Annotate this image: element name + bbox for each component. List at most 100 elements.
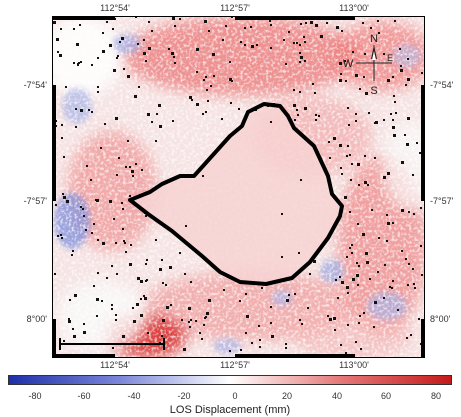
no-data-pixel [355, 341, 357, 343]
no-data-pixel [201, 338, 203, 340]
no-data-pixel [145, 60, 147, 62]
lat-label-right-3: 8°00' [430, 314, 451, 324]
no-data-pixel [96, 199, 99, 202]
no-data-pixel [189, 96, 192, 99]
no-data-pixel [364, 181, 367, 184]
no-data-pixel [357, 163, 360, 166]
no-data-pixel [172, 17, 175, 20]
no-data-pixel [250, 26, 252, 28]
no-data-pixel [97, 86, 99, 88]
no-data-pixel [392, 280, 394, 282]
no-data-pixel [145, 215, 147, 217]
no-data-pixel [383, 119, 385, 121]
no-data-pixel [303, 36, 305, 38]
colorbar-title: LOS Displacement (mm) [169, 404, 291, 416]
lon-label-top-2: 112°57' [220, 3, 250, 13]
no-data-pixel [80, 206, 82, 208]
no-data-pixel [341, 173, 343, 175]
no-data-pixel [368, 112, 370, 114]
no-data-pixel [202, 175, 204, 177]
no-data-pixel [221, 118, 223, 120]
no-data-pixel [85, 229, 87, 231]
no-data-pixel [405, 258, 407, 260]
no-data-pixel [131, 170, 134, 173]
no-data-pixel [68, 320, 71, 323]
no-data-pixel [346, 155, 348, 157]
no-data-pixel [166, 306, 169, 309]
no-data-pixel [305, 22, 307, 24]
no-data-pixel [140, 298, 142, 300]
no-data-pixel [132, 307, 134, 309]
lon-label-top-1: 112°54' [100, 3, 130, 13]
no-data-pixels [52, 16, 423, 354]
no-data-pixel [406, 143, 409, 146]
colorbar-tick: -80 [28, 391, 42, 401]
compass-s: S [370, 85, 377, 97]
no-data-pixel [247, 316, 249, 318]
no-data-pixel [296, 109, 298, 111]
no-data-pixel [293, 104, 296, 107]
no-data-pixel [377, 271, 379, 273]
no-data-pixel [206, 312, 209, 315]
no-data-pixel [137, 277, 140, 280]
no-data-pixel [205, 111, 207, 113]
no-data-pixel [111, 308, 113, 310]
colorbar-tick: -20 [177, 391, 191, 401]
no-data-pixel [208, 30, 210, 32]
no-data-pixel [251, 45, 254, 48]
no-data-pixel [329, 157, 331, 159]
no-data-pixel [341, 30, 343, 32]
no-data-pixel [138, 86, 140, 88]
no-data-pixel [360, 348, 362, 350]
no-data-pixel [158, 104, 161, 107]
no-data-pixel [400, 65, 402, 67]
no-data-pixel [116, 174, 118, 176]
no-data-pixel [285, 347, 287, 349]
no-data-pixel [315, 114, 317, 116]
no-data-pixel [270, 47, 272, 49]
no-data-pixel [358, 184, 360, 186]
no-data-pixel [203, 324, 205, 326]
no-data-pixel [407, 284, 409, 286]
no-data-pixel [130, 244, 132, 246]
no-data-pixel [148, 47, 151, 50]
no-data-pixel [384, 264, 386, 266]
no-data-pixel [115, 319, 117, 321]
no-data-pixel [288, 31, 290, 33]
no-data-pixel [129, 166, 131, 168]
no-data-pixel [73, 62, 75, 64]
lon-label-bottom-3: 113°00' [339, 360, 369, 370]
no-data-pixel [162, 319, 165, 322]
no-data-pixel [121, 37, 124, 40]
no-data-pixel [102, 50, 105, 53]
no-data-pixel [383, 53, 385, 55]
colorbar-tick: -40 [127, 391, 141, 401]
no-data-pixel [80, 109, 83, 112]
no-data-pixel [358, 265, 360, 267]
no-data-pixel [118, 157, 120, 159]
no-data-pixel [340, 73, 342, 75]
no-data-pixel [304, 107, 307, 110]
lon-label-bottom-2: 112°57' [220, 360, 250, 370]
map-frame-border [52, 16, 425, 358]
no-data-pixel [394, 20, 396, 22]
no-data-pixel [205, 76, 207, 78]
no-data-pixel [204, 317, 206, 319]
no-data-pixel [359, 315, 361, 317]
no-data-pixel [115, 314, 117, 316]
no-data-pixel [407, 78, 410, 81]
no-data-pixel [314, 92, 316, 94]
no-data-pixel [73, 28, 75, 30]
no-data-pixel [111, 304, 113, 306]
no-data-pixel [109, 44, 112, 47]
no-data-pixel [320, 35, 323, 38]
colorbar-tick: 0 [232, 391, 238, 401]
no-data-pixel [362, 233, 365, 236]
no-data-pixel [340, 167, 342, 169]
no-data-pixel [387, 222, 390, 225]
no-data-pixel [199, 332, 201, 334]
no-data-pixel [97, 239, 99, 241]
no-data-pixel [74, 294, 77, 297]
no-data-pixel [244, 27, 246, 29]
no-data-pixel [57, 51, 59, 53]
